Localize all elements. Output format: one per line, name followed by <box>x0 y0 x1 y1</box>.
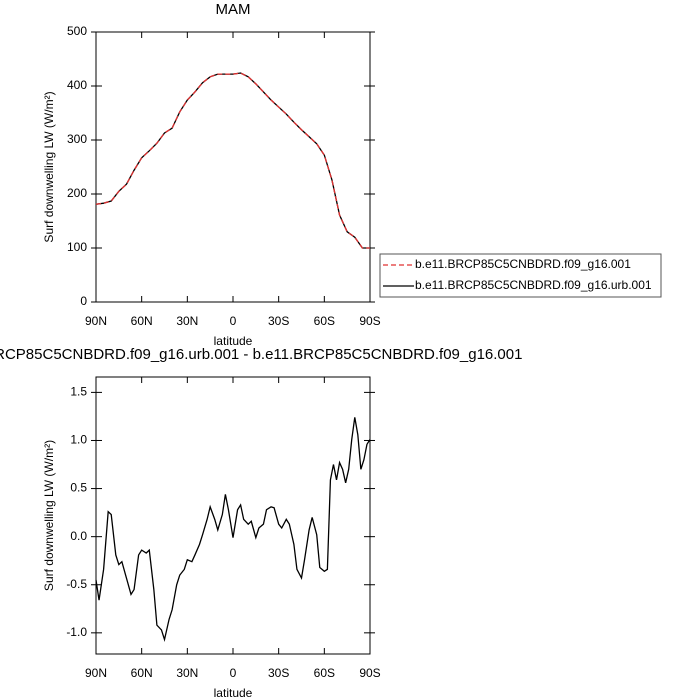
y-axis-label: Surf downwelling LW (W/m²) <box>42 91 56 242</box>
x-tick-label: 30S <box>268 314 289 328</box>
y-tick-label: 100 <box>67 240 87 254</box>
legend-box <box>379 253 662 298</box>
y-tick-label: 0.0 <box>70 529 87 543</box>
x-tick-label: 60S <box>314 666 335 680</box>
x-tick-label: 60N <box>131 666 153 680</box>
y-axis-label: Surf downwelling LW (W/m²) <box>42 440 56 591</box>
x-tick-label: 90S <box>359 314 380 328</box>
legend-label: b.e11.BRCP85C5CNBDRD.f09_g16.001 <box>415 257 631 271</box>
x-tick-label: 0 <box>230 666 237 680</box>
plot-frame <box>95 31 371 303</box>
x-tick-label: 30S <box>268 666 289 680</box>
x-tick-label: 90N <box>85 666 107 680</box>
y-tick-label: -0.5 <box>66 577 87 591</box>
data-line <box>95 72 370 249</box>
y-tick-label: 0.5 <box>70 481 87 495</box>
y-tick-label: 1.0 <box>70 433 87 447</box>
chart-title: MAM <box>216 1 251 18</box>
x-axis-label: latitude <box>214 334 253 348</box>
y-tick-label: 1.5 <box>70 385 87 399</box>
x-tick-label: 60S <box>314 314 335 328</box>
y-tick-label: -1.0 <box>66 625 87 639</box>
y-tick-label: 400 <box>67 78 87 92</box>
x-tick-label: 30N <box>176 666 198 680</box>
x-tick-label: 90S <box>359 666 380 680</box>
legend-label: b.e11.BRCP85C5CNBDRD.f09_g16.urb.001 <box>415 278 652 292</box>
x-tick-label: 60N <box>131 314 153 328</box>
plot-frame <box>95 376 371 655</box>
data-line <box>95 72 370 249</box>
x-axis-label: latitude <box>214 686 253 700</box>
y-tick-label: 300 <box>67 132 87 146</box>
x-tick-label: 0 <box>230 314 237 328</box>
x-tick-label: 30N <box>176 314 198 328</box>
chart-title: b.e11.BRCP85C5CNBDRD.f09_g16.urb.001 - b… <box>0 346 522 363</box>
y-tick-label: 500 <box>67 24 87 38</box>
y-tick-label: 200 <box>67 186 87 200</box>
y-tick-label: 0 <box>80 294 87 308</box>
data-line <box>95 417 371 643</box>
x-tick-label: 90N <box>85 314 107 328</box>
